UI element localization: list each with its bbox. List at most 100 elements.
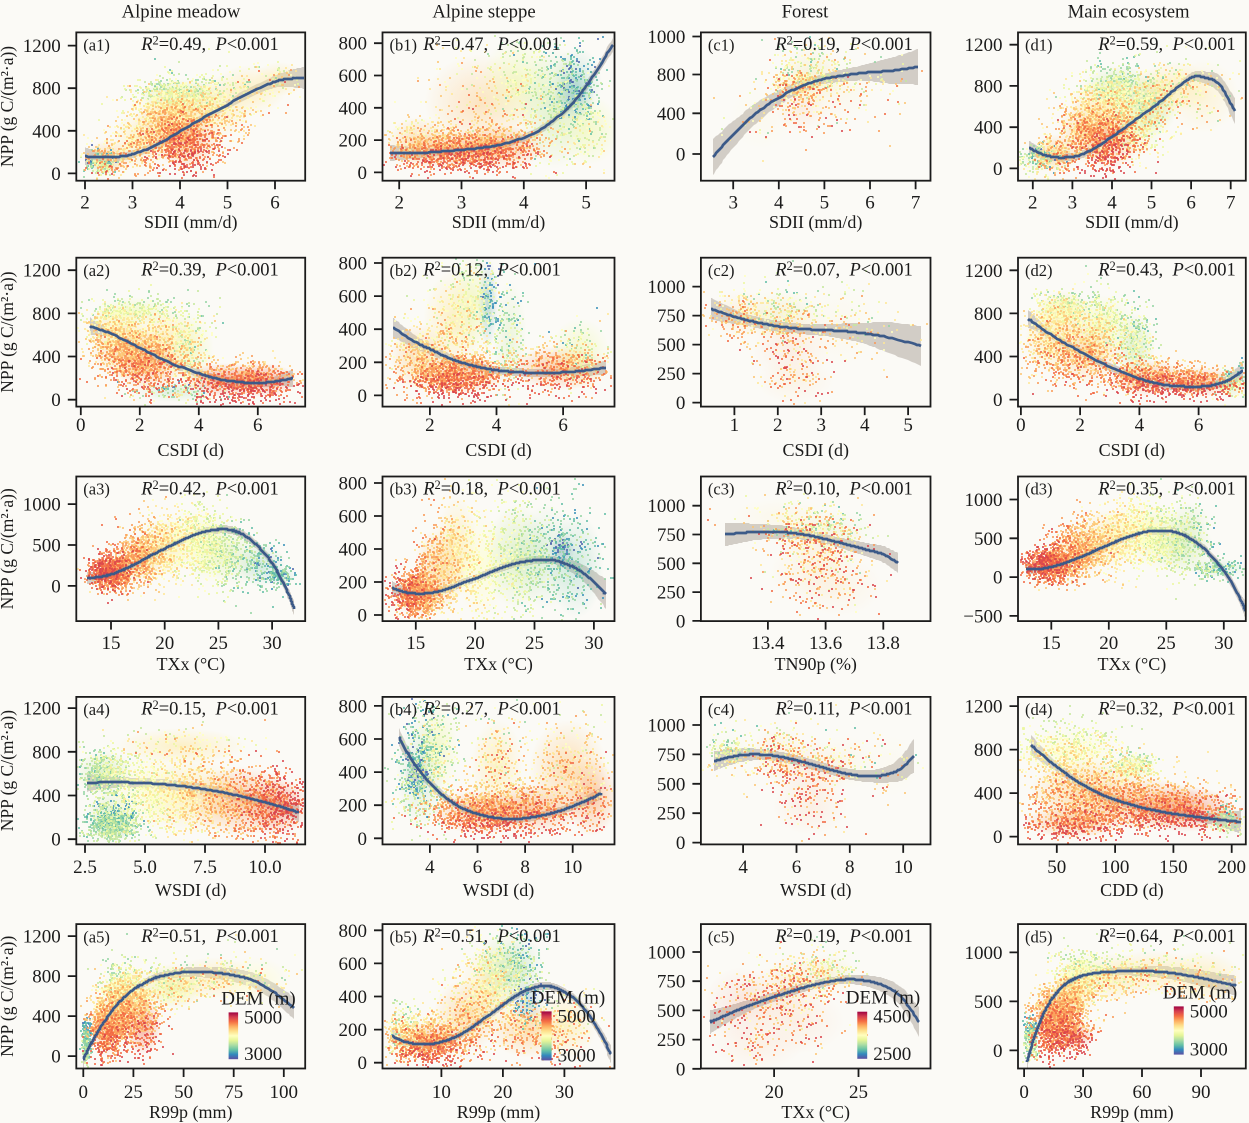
svg-text:(d4): (d4) bbox=[1025, 700, 1053, 719]
svg-text:CSDI (d): CSDI (d) bbox=[1099, 440, 1166, 461]
svg-text:R2=0.11, P<0.001: R2=0.11, P<0.001 bbox=[775, 698, 913, 720]
svg-text:(b5): (b5) bbox=[390, 927, 418, 946]
svg-text:2: 2 bbox=[135, 415, 145, 436]
svg-text:(b4): (b4) bbox=[390, 700, 418, 719]
svg-text:R2=0.35, P<0.001: R2=0.35, P<0.001 bbox=[1097, 478, 1236, 500]
svg-text:1: 1 bbox=[730, 415, 740, 436]
svg-text:3: 3 bbox=[728, 193, 738, 214]
svg-text:2.5: 2.5 bbox=[73, 857, 97, 878]
svg-text:5: 5 bbox=[820, 193, 830, 214]
svg-text:600: 600 bbox=[339, 507, 368, 528]
svg-text:3: 3 bbox=[1068, 193, 1078, 214]
svg-text:CSDI (d): CSDI (d) bbox=[158, 440, 225, 461]
svg-text:3000: 3000 bbox=[244, 1044, 282, 1065]
svg-text:R2=0.64, P<0.001: R2=0.64, P<0.001 bbox=[1097, 925, 1236, 947]
svg-text:(c1): (c1) bbox=[708, 36, 735, 55]
svg-text:0: 0 bbox=[676, 833, 686, 854]
svg-text:5000: 5000 bbox=[1190, 1001, 1228, 1022]
svg-text:200: 200 bbox=[1217, 857, 1246, 878]
svg-text:25: 25 bbox=[124, 1082, 143, 1103]
svg-text:500: 500 bbox=[657, 335, 686, 356]
svg-text:800: 800 bbox=[339, 921, 368, 942]
svg-text:NPP (g C/(m²·a)): NPP (g C/(m²·a)) bbox=[0, 936, 17, 1057]
svg-text:R2=0.32, P<0.001: R2=0.32, P<0.001 bbox=[1097, 698, 1236, 720]
svg-text:25: 25 bbox=[1157, 633, 1176, 654]
svg-text:800: 800 bbox=[974, 76, 1003, 97]
svg-text:(b3): (b3) bbox=[390, 480, 418, 499]
svg-text:0: 0 bbox=[676, 611, 686, 632]
svg-text:800: 800 bbox=[339, 696, 368, 717]
svg-text:800: 800 bbox=[974, 304, 1003, 325]
svg-text:(d1): (d1) bbox=[1025, 36, 1053, 55]
svg-text:Forest: Forest bbox=[782, 2, 830, 23]
svg-text:50: 50 bbox=[1047, 857, 1066, 878]
svg-text:0: 0 bbox=[358, 829, 368, 850]
svg-text:600: 600 bbox=[339, 954, 368, 975]
svg-text:CSDI (d): CSDI (d) bbox=[782, 440, 849, 461]
svg-text:600: 600 bbox=[339, 730, 368, 751]
svg-text:DEM (m): DEM (m) bbox=[221, 988, 295, 1009]
svg-text:2: 2 bbox=[394, 193, 404, 214]
svg-text:(d5): (d5) bbox=[1025, 927, 1053, 946]
svg-text:20: 20 bbox=[1099, 633, 1118, 654]
svg-text:R2=0.15, P<0.001: R2=0.15, P<0.001 bbox=[140, 698, 279, 720]
svg-text:400: 400 bbox=[339, 763, 368, 784]
svg-text:(d3): (d3) bbox=[1025, 480, 1053, 499]
svg-text:5: 5 bbox=[903, 415, 913, 436]
svg-text:20: 20 bbox=[765, 1082, 784, 1103]
svg-text:0: 0 bbox=[51, 164, 61, 185]
svg-text:15: 15 bbox=[406, 633, 425, 654]
svg-text:30: 30 bbox=[263, 633, 282, 654]
svg-text:800: 800 bbox=[339, 474, 368, 495]
svg-text:2: 2 bbox=[773, 415, 783, 436]
svg-text:600: 600 bbox=[339, 287, 368, 308]
svg-text:R2=0.39, P<0.001: R2=0.39, P<0.001 bbox=[140, 259, 279, 281]
svg-text:15: 15 bbox=[1042, 633, 1061, 654]
svg-text:R2=0.47, P<0.001: R2=0.47, P<0.001 bbox=[422, 34, 561, 56]
svg-text:750: 750 bbox=[657, 525, 686, 546]
svg-text:(a4): (a4) bbox=[83, 700, 110, 719]
svg-text:6: 6 bbox=[270, 193, 280, 214]
svg-text:3000: 3000 bbox=[1190, 1040, 1228, 1061]
svg-text:R2=0.19, P<0.001: R2=0.19, P<0.001 bbox=[774, 34, 913, 56]
svg-text:4: 4 bbox=[175, 193, 185, 214]
svg-text:250: 250 bbox=[657, 583, 686, 604]
svg-text:TXx (°C): TXx (°C) bbox=[1098, 654, 1167, 675]
svg-text:200: 200 bbox=[339, 131, 368, 152]
svg-text:500: 500 bbox=[657, 554, 686, 575]
svg-text:4: 4 bbox=[519, 193, 529, 214]
svg-text:0: 0 bbox=[993, 390, 1003, 411]
svg-text:NPP (g C/(m²·a)): NPP (g C/(m²·a)) bbox=[0, 271, 17, 392]
svg-text:NPP (g C/(m²·a)): NPP (g C/(m²·a)) bbox=[0, 710, 17, 831]
svg-text:4: 4 bbox=[425, 857, 435, 878]
svg-text:0: 0 bbox=[676, 145, 686, 166]
svg-text:500: 500 bbox=[657, 774, 686, 795]
svg-text:1000: 1000 bbox=[647, 27, 685, 48]
svg-text:R2=0.27, P<0.001: R2=0.27, P<0.001 bbox=[422, 698, 561, 720]
svg-text:0: 0 bbox=[993, 1041, 1003, 1062]
svg-text:25: 25 bbox=[525, 633, 544, 654]
svg-text:4500: 4500 bbox=[873, 1007, 911, 1028]
svg-text:400: 400 bbox=[339, 540, 368, 561]
svg-text:0: 0 bbox=[993, 827, 1003, 848]
svg-text:800: 800 bbox=[339, 34, 368, 55]
svg-text:250: 250 bbox=[657, 804, 686, 825]
svg-text:1000: 1000 bbox=[647, 277, 685, 298]
svg-text:DEM (m): DEM (m) bbox=[531, 987, 605, 1008]
svg-text:5000: 5000 bbox=[558, 1006, 596, 1027]
svg-text:200: 200 bbox=[339, 1020, 368, 1041]
svg-text:1200: 1200 bbox=[23, 927, 61, 948]
svg-text:0: 0 bbox=[76, 415, 86, 436]
svg-text:400: 400 bbox=[32, 347, 61, 368]
svg-text:WSDI (d): WSDI (d) bbox=[463, 880, 534, 901]
svg-text:30: 30 bbox=[1214, 633, 1233, 654]
svg-text:0: 0 bbox=[358, 606, 368, 627]
svg-text:WSDI (d): WSDI (d) bbox=[155, 880, 226, 901]
svg-text:0: 0 bbox=[51, 576, 61, 597]
svg-text:2: 2 bbox=[425, 415, 435, 436]
svg-text:30: 30 bbox=[555, 1082, 574, 1103]
svg-text:1200: 1200 bbox=[23, 36, 61, 57]
svg-text:250: 250 bbox=[657, 1030, 686, 1051]
svg-text:500: 500 bbox=[974, 992, 1003, 1013]
svg-text:800: 800 bbox=[32, 79, 61, 100]
